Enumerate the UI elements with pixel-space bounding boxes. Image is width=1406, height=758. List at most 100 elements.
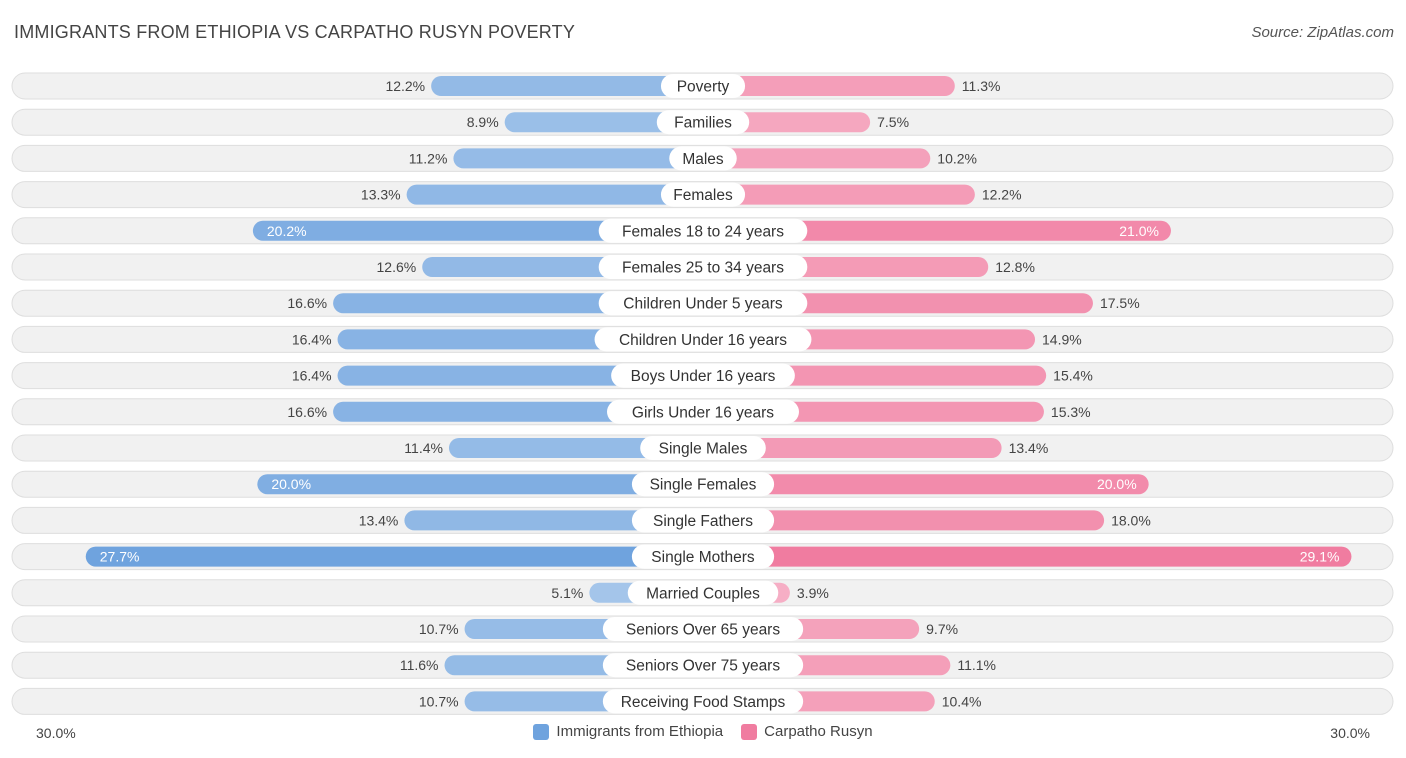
category-label-pill: [627, 580, 779, 605]
category-label-pill: [631, 472, 775, 497]
category-label-pill: [602, 617, 804, 641]
category-label: Females: [673, 187, 733, 204]
category-label: Seniors Over 75 years: [626, 658, 780, 675]
bar-ethiopia: [453, 148, 703, 169]
axis-right-label: 30.0%: [1330, 725, 1370, 741]
value-label-carpatho-rusyn: 15.4%: [1053, 368, 1093, 384]
bar-ethiopia: [406, 184, 703, 205]
axis-left-label: 30.0%: [36, 725, 76, 741]
category-label-pill: [607, 399, 799, 424]
chart-title: IMMIGRANTS FROM ETHIOPIA VS CARPATHO RUS…: [14, 22, 576, 42]
value-label-carpatho-rusyn: 10.2%: [937, 150, 977, 166]
category-label: Females 25 to 34 years: [622, 260, 784, 277]
legend-label-rusyn: Carpatho Rusyn: [764, 723, 873, 740]
value-label-ethiopia: 16.6%: [287, 404, 327, 420]
value-label-ethiopia: 16.4%: [292, 368, 332, 384]
value-label-ethiopia: 20.0%: [271, 476, 311, 492]
bar-carpatho-rusyn: [703, 76, 955, 96]
value-label-ethiopia: 11.2%: [409, 150, 448, 166]
value-label-ethiopia: 10.7%: [419, 693, 459, 709]
category-label-pill: [656, 110, 750, 135]
category-label-pill: [598, 291, 808, 316]
source-label: Source: ZipAtlas.com: [1251, 24, 1394, 41]
category-label: Seniors Over 65 years: [626, 622, 780, 639]
value-label-ethiopia: 13.3%: [361, 187, 401, 203]
bar-ethiopia: [431, 76, 703, 96]
category-label: Single Fathers: [653, 513, 753, 530]
bar-carpatho-rusyn: [703, 510, 1105, 531]
value-label-carpatho-rusyn: 11.1%: [957, 657, 996, 673]
value-label-carpatho-rusyn: 20.0%: [1097, 476, 1137, 492]
category-label: Single Males: [659, 441, 748, 458]
category-label-pill: [631, 544, 775, 569]
bar-ethiopia: [85, 546, 704, 567]
value-label-carpatho-rusyn: 15.3%: [1051, 404, 1091, 420]
value-label-carpatho-rusyn: 17.5%: [1100, 295, 1140, 311]
bar-carpatho-rusyn: [703, 546, 1352, 567]
category-label-pill: [602, 653, 804, 678]
category-label: Families: [674, 115, 732, 132]
bar-ethiopia: [448, 438, 703, 458]
value-label-carpatho-rusyn: 7.5%: [877, 114, 909, 130]
category-label-pill: [669, 146, 737, 171]
value-label-ethiopia: 27.7%: [100, 549, 140, 565]
category-label-pill: [598, 255, 808, 279]
value-label-carpatho-rusyn: 21.0%: [1119, 223, 1159, 239]
category-label: Boys Under 16 years: [631, 368, 776, 385]
category-label: Children Under 16 years: [619, 332, 787, 349]
value-label-ethiopia: 16.6%: [287, 295, 327, 311]
bar-carpatho-rusyn: [703, 184, 975, 205]
legend: Immigrants from Ethiopia Carpatho Rusyn: [0, 723, 1406, 740]
value-label-ethiopia: 13.4%: [359, 512, 399, 528]
bar-carpatho-rusyn: [703, 220, 1171, 241]
category-label-pill: [640, 436, 766, 460]
value-label-ethiopia: 20.2%: [267, 223, 307, 239]
category-label-pill: [660, 182, 746, 207]
value-label-carpatho-rusyn: 29.1%: [1300, 549, 1340, 565]
bar-ethiopia: [337, 365, 703, 386]
category-label: Single Mothers: [651, 549, 755, 566]
category-label: Poverty: [677, 79, 730, 96]
category-label-pill: [594, 327, 812, 352]
value-label-ethiopia: 11.6%: [400, 657, 439, 673]
value-label-carpatho-rusyn: 11.3%: [962, 78, 1001, 94]
category-label: Receiving Food Stamps: [621, 694, 786, 711]
legend-swatch-ethiopia: [533, 723, 550, 740]
value-label-ethiopia: 5.1%: [551, 585, 583, 601]
legend-item-ethiopia: Immigrants from Ethiopia: [533, 723, 723, 740]
category-label-pill: [631, 508, 775, 533]
value-label-ethiopia: 11.4%: [404, 440, 443, 456]
category-label: Children Under 5 years: [623, 296, 783, 313]
bar-ethiopia: [404, 510, 703, 531]
category-label-pill: [602, 689, 804, 714]
category-label-pill: [611, 363, 795, 388]
category-label: Girls Under 16 years: [632, 404, 774, 421]
value-label-ethiopia: 12.6%: [377, 259, 417, 275]
value-label-carpatho-rusyn: 12.8%: [995, 259, 1035, 275]
bar-carpatho-rusyn: [703, 474, 1149, 495]
value-label-carpatho-rusyn: 3.9%: [797, 585, 829, 601]
value-label-carpatho-rusyn: 10.4%: [942, 693, 982, 709]
bar-carpatho-rusyn: [703, 148, 931, 169]
value-label-carpatho-rusyn: 18.0%: [1111, 512, 1151, 528]
value-label-ethiopia: 16.4%: [292, 331, 332, 347]
value-label-carpatho-rusyn: 9.7%: [926, 621, 958, 637]
bar-ethiopia: [504, 112, 703, 133]
value-label-ethiopia: 8.9%: [467, 114, 499, 130]
legend-item-rusyn: Carpatho Rusyn: [741, 723, 873, 740]
category-label-pill: [598, 218, 808, 243]
value-label-carpatho-rusyn: 12.2%: [982, 187, 1022, 203]
legend-label-ethiopia: Immigrants from Ethiopia: [556, 723, 724, 740]
value-label-ethiopia: 12.2%: [385, 78, 425, 94]
category-label-pill: [660, 74, 746, 98]
legend-swatch-rusyn: [741, 723, 758, 740]
category-label: Males: [682, 151, 724, 168]
value-label-carpatho-rusyn: 13.4%: [1009, 440, 1049, 456]
category-label: Females 18 to 24 years: [622, 223, 784, 240]
category-label: Married Couples: [646, 585, 760, 602]
value-label-ethiopia: 10.7%: [419, 621, 459, 637]
bar-ethiopia: [257, 474, 703, 495]
value-label-carpatho-rusyn: 14.9%: [1042, 331, 1082, 347]
bar-ethiopia: [252, 220, 704, 241]
